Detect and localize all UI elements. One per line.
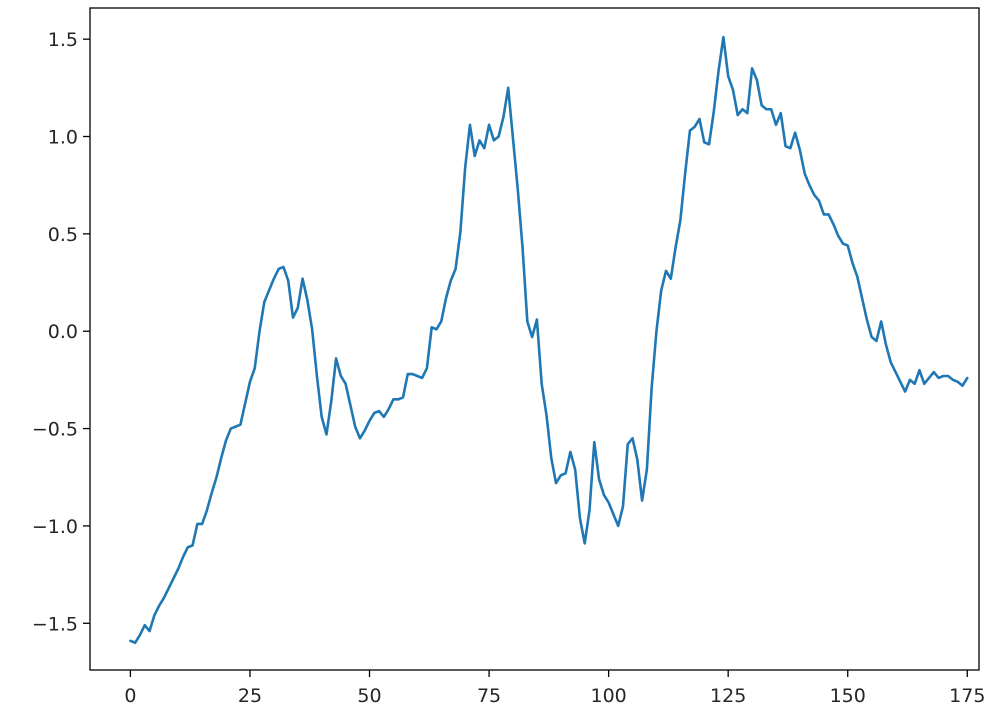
x-tick-label: 0 (124, 685, 136, 707)
y-tick-label: 1.5 (48, 29, 78, 51)
x-tick-label: 50 (357, 685, 381, 707)
x-tick-label: 100 (590, 685, 626, 707)
y-tick-label: −1.5 (32, 613, 78, 635)
y-tick-label: 1.0 (48, 127, 78, 149)
plot-frame (89, 7, 980, 671)
series-line (129, 35, 969, 645)
y-tick-label: −0.5 (32, 419, 78, 441)
x-tick-label: 150 (830, 685, 866, 707)
y-tick-label: −1.0 (32, 516, 78, 538)
x-tick-label: 125 (710, 685, 746, 707)
x-tick-label: 175 (949, 685, 985, 707)
x-tick-label: 25 (238, 685, 262, 707)
y-tick-label: 0.5 (48, 224, 78, 246)
plot-background (90, 8, 979, 670)
x-axis: 0 25 50 75 100 125 150 175 (124, 670, 985, 707)
y-axis: 1.5 1.0 0.5 0.0 −0.5 −1.0 −1.5 (32, 29, 90, 635)
x-tick-label: 75 (477, 685, 501, 707)
y-tick-label: 0.0 (48, 321, 78, 343)
